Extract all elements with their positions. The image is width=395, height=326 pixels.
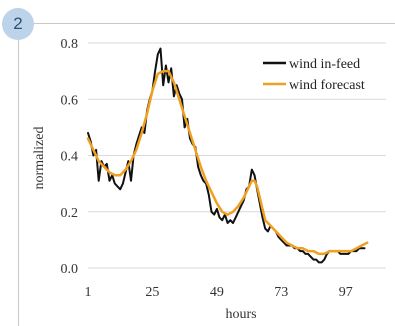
legend: wind in-feed wind forecast xyxy=(263,57,365,93)
series-lines xyxy=(86,47,369,264)
panel-number-badge: 2 xyxy=(2,8,34,40)
gridlines xyxy=(88,42,386,269)
x-tick-label: 97 xyxy=(339,285,353,300)
y-tick-label: 0.4 xyxy=(61,150,79,165)
y-tick-label: 0.0 xyxy=(61,262,79,277)
x-tick-label: 1 xyxy=(85,285,92,300)
x-tick-label: 25 xyxy=(145,285,159,300)
x-tick-label: 73 xyxy=(274,285,288,300)
y-tick-label: 0.6 xyxy=(61,93,79,108)
x-tick-label: 49 xyxy=(210,285,224,300)
x-tick-labels: 1 25 49 73 97 xyxy=(85,285,353,300)
y-axis-label: normalized xyxy=(32,127,47,190)
y-tick-labels: 0.0 0.2 0.4 0.6 0.8 xyxy=(61,37,79,277)
legend-label: wind in-feed xyxy=(289,57,360,72)
series-line-wind-forecast xyxy=(86,69,369,256)
x-axis-label: hours xyxy=(225,307,256,322)
legend-label: wind forecast xyxy=(289,78,365,93)
y-tick-label: 0.8 xyxy=(61,37,79,52)
panel-border-left xyxy=(18,40,19,326)
panel-border-top xyxy=(34,23,395,24)
y-tick-label: 0.2 xyxy=(61,206,79,221)
